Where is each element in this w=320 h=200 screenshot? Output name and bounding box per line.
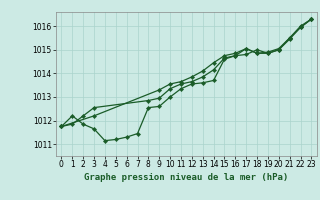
X-axis label: Graphe pression niveau de la mer (hPa): Graphe pression niveau de la mer (hPa)	[84, 173, 289, 182]
